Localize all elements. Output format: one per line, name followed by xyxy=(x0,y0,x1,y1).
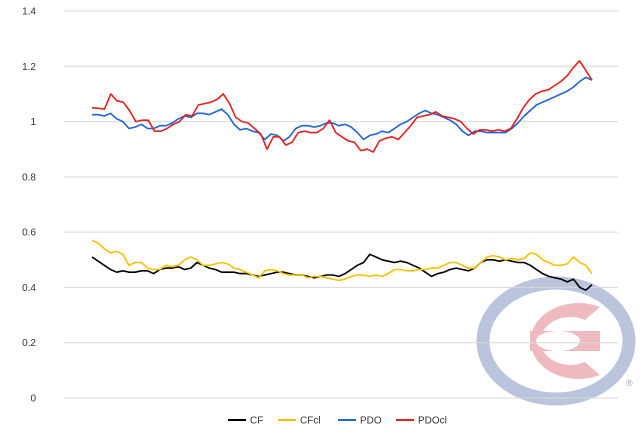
legend-label: CFcl xyxy=(300,416,321,427)
series-line-pdo xyxy=(92,76,593,142)
y-tick-label: 1 xyxy=(30,117,36,128)
plot-area xyxy=(91,59,593,292)
series-line-cfcl xyxy=(91,239,593,282)
y-tick-label: 0.2 xyxy=(22,338,36,349)
series-line-cf xyxy=(91,253,593,292)
legend-item-pdocl: PDOcl xyxy=(396,416,447,427)
legend-item-cfcl: CFcl xyxy=(278,416,321,427)
legend: CF CFcl PDO PDOcl xyxy=(228,416,447,427)
legend-label: PDO xyxy=(360,416,382,427)
y-tick-label: 0.4 xyxy=(22,283,36,294)
y-tick-label: 0.6 xyxy=(22,228,36,239)
montreal-canadiens-logo xyxy=(476,276,636,406)
legend-item-cf: CF xyxy=(228,416,263,427)
grid-lines xyxy=(64,10,618,399)
y-axis: 0 0.2 0.4 0.6 0.8 1 1.2 1.4 xyxy=(22,7,36,405)
series-line-pdocl xyxy=(91,59,593,153)
y-tick-label: 1.4 xyxy=(22,7,36,18)
legend-label: CF xyxy=(250,416,263,427)
y-tick-label: 0 xyxy=(30,394,36,405)
legend-label: PDOcl xyxy=(418,416,447,427)
y-tick-label: 0.8 xyxy=(22,172,36,183)
y-tick-label: 1.2 xyxy=(22,62,36,73)
legend-item-pdo: PDO xyxy=(338,416,382,427)
svg-text:®: ® xyxy=(626,378,633,388)
